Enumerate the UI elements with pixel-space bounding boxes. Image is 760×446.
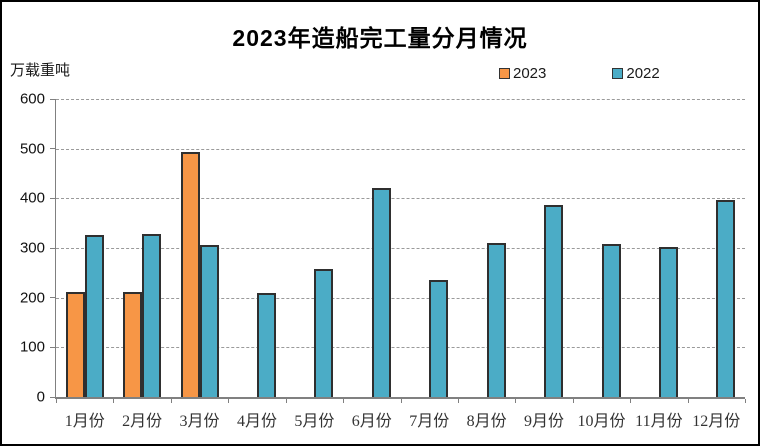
legend-swatch-2023	[499, 68, 510, 79]
gridline-600	[56, 99, 745, 100]
category-4	[228, 99, 285, 397]
y-axis-label-600: 600	[19, 90, 45, 108]
bar-2022-9月份	[544, 205, 564, 397]
category-12	[688, 99, 745, 397]
y-axis-label-500: 500	[19, 140, 45, 158]
y-axis-tick-500	[50, 148, 56, 150]
y-axis-tick-400	[50, 197, 56, 199]
y-axis-tick-600	[50, 99, 56, 100]
x-axis-tick-6	[400, 399, 402, 403]
x-axis-tick-12	[745, 399, 746, 403]
bar-2023-3月份	[180, 152, 200, 397]
gridline-200	[56, 297, 745, 299]
bar-2022-6月份	[371, 188, 391, 397]
x-axis-label-12月份: 12月份	[692, 413, 741, 430]
category-9	[515, 99, 572, 397]
x-axis-tick-8	[515, 399, 517, 403]
x-axis-label-2月份: 2月份	[122, 413, 163, 430]
y-axis-tick-200	[50, 297, 56, 299]
y-axis-label-400: 400	[19, 189, 45, 207]
x-axis-tick-11	[687, 399, 689, 403]
category-3	[171, 99, 228, 397]
x-axis-label-1月份: 1月份	[64, 413, 105, 430]
x-axis-tick-5	[343, 399, 345, 403]
bar-2022-5月份	[314, 269, 334, 397]
y-axis-label-200: 200	[19, 289, 45, 307]
gridline-500	[56, 148, 745, 150]
x-axis-tick-7	[457, 399, 459, 403]
y-axis-label-300: 300	[19, 239, 45, 257]
gridline-100	[56, 347, 745, 349]
x-axis-label-10月份: 10月份	[577, 413, 626, 430]
x-axis-label-5月份: 5月份	[294, 413, 335, 430]
x-axis-label-9月份: 9月份	[524, 413, 565, 430]
category-1	[56, 99, 113, 397]
legend-label-2022: 2022	[626, 65, 660, 82]
y-axis-tick-0	[50, 396, 56, 398]
legend-item-2023: 2023	[499, 65, 546, 82]
plot-area: 0 100 200 300 400 500 600 1月份 2月份 3月份 4月份 5月份 6月份 7月份…	[20, 91, 746, 430]
legend-swatch-2022	[612, 68, 624, 79]
gridline-400	[56, 198, 745, 200]
bar-2023-1月份	[65, 292, 85, 397]
y-axis-tick-300	[50, 247, 56, 249]
x-axis-label-8月份: 8月份	[466, 413, 507, 430]
y-axis-label-0: 0	[36, 388, 45, 406]
category-2	[113, 99, 170, 397]
x-axis-label-6月份: 6月份	[351, 413, 392, 430]
category-5	[286, 99, 343, 397]
category-6	[343, 99, 400, 397]
bar-2022-11月份	[658, 247, 678, 397]
category-10	[573, 99, 630, 397]
x-axis-tick-9	[572, 399, 574, 403]
x-axis-label-11月份: 11月份	[635, 413, 683, 430]
bar-2023-2月份	[123, 292, 143, 397]
category-7	[401, 99, 458, 397]
x-axis-tick-10	[630, 399, 632, 403]
bar-2022-8月份	[486, 243, 506, 397]
legend-item-2022: 2022	[612, 65, 660, 82]
bar-2022-1月份	[84, 235, 104, 397]
category-8	[458, 99, 515, 397]
legend-label-2023: 2023	[513, 65, 547, 82]
bar-2022-3月份	[199, 245, 219, 397]
bar-2022-7月份	[429, 280, 449, 397]
gridline-300	[56, 248, 745, 249]
chart-title: 2023年造船完工量分月情况	[232, 25, 528, 51]
x-axis-label-4月份: 4月份	[236, 413, 277, 430]
x-axis-tick-2	[170, 399, 172, 403]
bar-2022-4月份	[256, 293, 276, 397]
x-axis-tick-4	[285, 399, 287, 403]
x-axis-tick-3	[228, 399, 230, 403]
bar-2022-12月份	[716, 200, 736, 397]
x-axis-label-7月份: 7月份	[409, 413, 450, 430]
y-axis-label-100: 100	[19, 338, 45, 356]
x-axis-tick-0	[56, 399, 57, 403]
categories-row	[56, 99, 745, 397]
category-11	[630, 99, 687, 397]
legend: 2023 2022	[499, 65, 660, 82]
bar-2022-2月份	[142, 234, 162, 397]
y-axis-tick-100	[50, 346, 56, 348]
bar-2022-10月份	[601, 244, 621, 397]
x-axis-label-3月份: 3月份	[179, 413, 220, 430]
x-axis-tick-1	[113, 399, 115, 403]
y-axis-unit-label: 万载重吨	[10, 62, 71, 79]
